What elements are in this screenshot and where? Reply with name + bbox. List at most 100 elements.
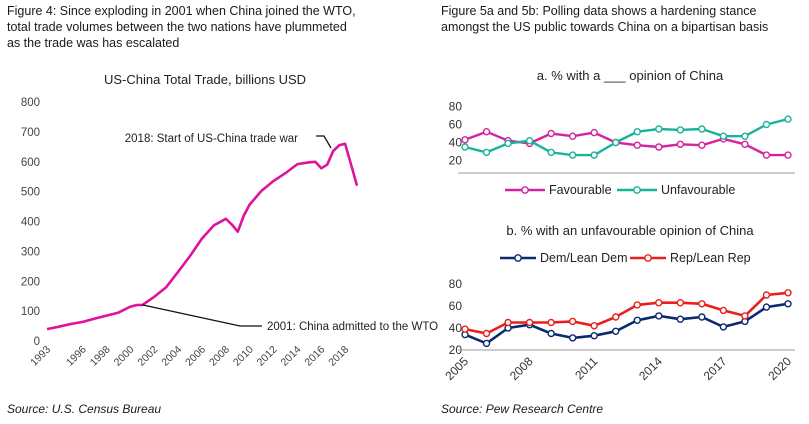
data-point (741, 312, 749, 320)
chart-title: a. % with a ___ opinion of China (537, 68, 724, 83)
data-point (762, 151, 771, 159)
legend-label: Rep/Lean Rep (670, 251, 751, 265)
data-point (612, 313, 620, 321)
data-point (784, 300, 792, 308)
data-point (676, 299, 685, 307)
y-tick-label: 60 (449, 118, 463, 132)
left-caption-line: as the trade was has escalated (7, 36, 180, 50)
legend-marker (644, 254, 652, 262)
y-tick-label: 40 (449, 136, 463, 150)
data-point (741, 140, 749, 149)
data-point (719, 323, 728, 331)
legend-marker (521, 186, 529, 194)
data-point (698, 313, 706, 321)
data-point (461, 136, 469, 144)
annotation-trade-war: 2018: Start of US-China trade war (125, 133, 298, 145)
legend-marker (633, 186, 641, 194)
x-tick-label: 1996 (64, 344, 89, 369)
right-source-note: Source: Pew Research Centre (441, 402, 604, 416)
x-tick-label: 2008 (507, 354, 536, 383)
chart-title: US-China Total Trade, billions USD (104, 72, 306, 87)
annotation-leader-line (142, 304, 262, 327)
right-figure-caption: Figure 5a and 5b: Polling data shows a h… (441, 3, 806, 35)
data-point (719, 306, 728, 315)
x-tick-label: 2020 (765, 354, 794, 383)
data-point (525, 136, 534, 145)
data-point (461, 143, 469, 151)
y-tick-label: 100 (21, 306, 40, 318)
x-tick-label: 2011 (572, 354, 600, 382)
y-tick-label: 300 (21, 246, 40, 258)
right-caption-line: Figure 5a and 5b: Polling data shows a h… (441, 4, 757, 18)
data-point (762, 303, 771, 311)
x-tick-label: 2016 (302, 344, 327, 369)
data-point (633, 301, 641, 309)
legend-label: Unfavourable (661, 183, 735, 197)
data-point (590, 151, 598, 159)
y-tick-label: 400 (21, 217, 40, 229)
left-caption-line: Figure 4: Since exploding in 2001 when C… (7, 4, 356, 18)
x-tick-label: 2008 (207, 344, 232, 369)
x-tick-label: 1998 (88, 344, 113, 369)
data-point (547, 129, 555, 138)
x-tick-label: 2002 (135, 344, 160, 369)
series-line (464, 302, 789, 345)
series-line (464, 117, 789, 157)
data-point (568, 317, 577, 326)
data-point (482, 148, 491, 157)
y-tick-label: 20 (449, 343, 463, 357)
data-point (482, 329, 491, 338)
data-point (568, 334, 577, 342)
data-point (482, 339, 491, 348)
left-caption-line: total trade volumes between the two nati… (7, 20, 347, 34)
data-point (525, 318, 534, 327)
y-tick-label: 80 (449, 100, 463, 114)
left-figure-caption: Figure 4: Since exploding in 2001 when C… (7, 3, 407, 51)
data-point (612, 327, 620, 335)
data-point (612, 138, 620, 147)
x-tick-label: 2006 (183, 344, 208, 369)
data-point (633, 127, 641, 136)
x-tick-label: 1993 (28, 344, 53, 369)
x-tick-label: 2017 (701, 354, 730, 383)
y-tick-label: 0 (34, 336, 40, 348)
data-point (461, 325, 469, 333)
y-tick-label: 20 (449, 154, 463, 168)
legend-label: Favourable (549, 183, 612, 197)
data-point (568, 151, 577, 159)
x-tick-label: 2005 (442, 354, 471, 383)
legend-marker (514, 254, 522, 262)
x-tick-label: 2010 (231, 344, 256, 369)
data-point (590, 332, 598, 340)
data-point (676, 126, 685, 134)
legend-label: Dem/Lean Dem (540, 251, 628, 265)
data-point (504, 318, 512, 327)
x-tick-label: 2018 (326, 344, 351, 369)
data-point (698, 141, 706, 149)
data-point (719, 132, 728, 140)
trade-series-line (46, 142, 359, 331)
data-point (482, 127, 491, 136)
data-point (698, 125, 706, 133)
data-point (784, 115, 792, 123)
y-tick-label: 700 (21, 127, 40, 139)
right-caption-line: amongst the US public towards China on a… (441, 20, 769, 34)
data-point (741, 132, 749, 140)
y-tick-label: 200 (21, 276, 40, 288)
x-tick-label: 2012 (255, 344, 280, 369)
annotation-leader-line (316, 135, 332, 149)
data-point (784, 151, 792, 159)
data-point (655, 125, 663, 133)
data-point (568, 132, 577, 140)
data-point (676, 315, 685, 323)
data-point (676, 140, 685, 149)
data-point (633, 141, 641, 149)
data-point (547, 318, 555, 327)
y-tick-label: 600 (21, 157, 40, 169)
data-point (633, 316, 641, 324)
data-point (655, 312, 663, 320)
x-tick-label: 2004 (159, 344, 184, 369)
y-tick-label: 80 (449, 277, 463, 291)
data-point (655, 299, 663, 307)
